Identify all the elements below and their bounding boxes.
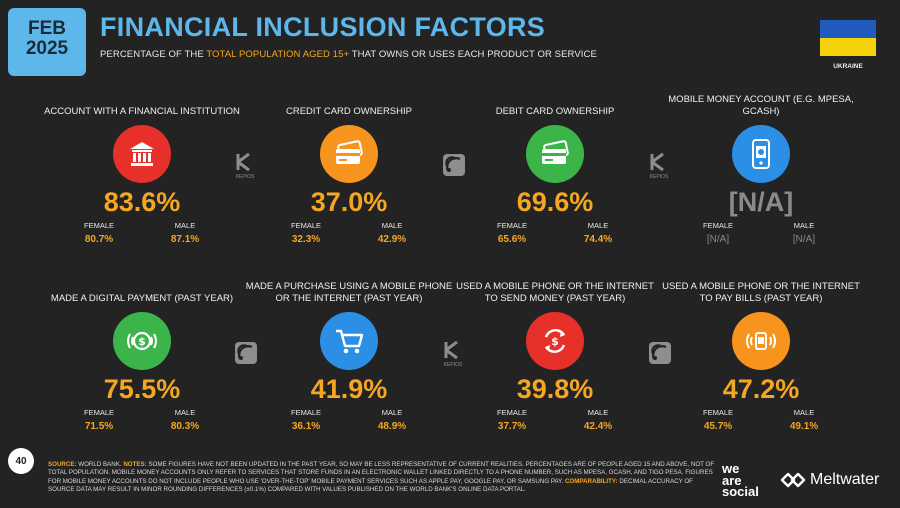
metric-send-money: USED A MOBILE PHONE OR THE INTERNET TO S… [450, 280, 660, 432]
female-value: 36.1% [291, 420, 321, 432]
metric-label: USED A MOBILE PHONE OR THE INTERNET TO P… [662, 281, 860, 304]
bank-icon [113, 125, 171, 183]
metric-total-value: 69.6% [516, 187, 594, 217]
meltwater-mark-icon [780, 472, 806, 488]
kepios-watermark-icon: KEPIOS [441, 340, 465, 368]
svg-text:$: $ [138, 335, 146, 348]
gender-breakdown: FEMALE 80.7% MALE 87.1% [37, 221, 247, 245]
male-label: MALE [174, 407, 196, 417]
female-value: 32.3% [291, 233, 321, 245]
male-label: MALE [587, 407, 609, 417]
credit-card-icon [320, 125, 378, 183]
svg-text:$: $ [551, 335, 559, 348]
flag-top-band [820, 20, 876, 38]
metric-total-value: [N/A] [728, 187, 794, 217]
male-value: 42.4% [583, 420, 613, 432]
female-label: FEMALE [83, 220, 114, 230]
male-label: MALE [587, 220, 609, 230]
metric-label: ACCOUNT WITH A FINANCIAL INSTITUTION [44, 105, 240, 117]
send-money-icon: $ [526, 312, 584, 370]
female-label: FEMALE [496, 407, 527, 417]
gender-breakdown: FEMALE 36.1% MALE 48.9% [244, 408, 454, 432]
female-label: FEMALE [83, 407, 114, 417]
wearesocial-watermark-icon [441, 152, 467, 183]
date-year: 2025 [25, 37, 69, 59]
female-value: 37.7% [497, 420, 527, 432]
country-label: UKRAINE [833, 63, 863, 70]
female-label: FEMALE [702, 220, 733, 230]
metric-total-value: 39.8% [516, 374, 594, 404]
pay-bills-icon [732, 312, 790, 370]
metric-digital-payment: MADE A DIGITAL PAYMENT (PAST YEAR) $ 75.… [37, 280, 247, 432]
we-are-social-logo: we are social [722, 461, 759, 500]
meltwater-logo: Meltwater [780, 471, 879, 489]
digital-payment-icon: $ [113, 312, 171, 370]
kepios-watermark-icon: KEPIOS [233, 152, 257, 180]
male-label: MALE [174, 220, 196, 230]
gender-breakdown: FEMALE [N/A] MALE [N/A] [656, 221, 866, 245]
date-badge: FEB 2025 [8, 8, 86, 76]
page-subtitle: PERCENTAGE OF THE TOTAL POPULATION AGED … [100, 49, 597, 60]
metric-label: USED A MOBILE PHONE OR THE INTERNET TO S… [456, 281, 654, 304]
gender-breakdown: FEMALE 65.6% MALE 74.4% [450, 221, 660, 245]
page-number: 40 [8, 448, 34, 474]
female-value: 45.7% [703, 420, 733, 432]
male-value: 87.1% [170, 233, 200, 245]
metric-total-value: 37.0% [310, 187, 388, 217]
metric-mobile-money-account: MOBILE MONEY ACCOUNT (E.G. MPESA, GCASH)… [656, 93, 866, 245]
female-label: FEMALE [496, 220, 527, 230]
metric-debit-card-ownership: DEBIT CARD OWNERSHIP 69.6% FEMALE 65.6% M… [450, 93, 660, 245]
male-label: MALE [793, 220, 815, 230]
debit-card-icon [526, 125, 584, 183]
male-label: MALE [381, 407, 403, 417]
metric-total-value: 83.6% [103, 187, 181, 217]
metric-account-financial-institution: ACCOUNT WITH A FINANCIAL INSTITUTION 83.… [37, 93, 247, 245]
metric-label: MOBILE MONEY ACCOUNT (E.G. MPESA, GCASH) [668, 94, 854, 117]
female-label: FEMALE [290, 407, 321, 417]
shopping-cart-icon [320, 312, 378, 370]
male-label: MALE [381, 220, 403, 230]
footnote: SOURCE: WORLD BANK. NOTES: SOME FIGURES … [48, 461, 715, 494]
ukraine-flag-icon [820, 20, 876, 56]
flag-bottom-band [820, 38, 876, 56]
page-title: FINANCIAL INCLUSION FACTORS [100, 12, 546, 42]
male-label: MALE [793, 407, 815, 417]
female-label: FEMALE [290, 220, 321, 230]
metric-total-value: 75.5% [103, 374, 181, 404]
metric-credit-card-ownership: CREDIT CARD OWNERSHIP 37.0% FEMALE 32.3% … [244, 93, 454, 245]
date-month: FEB [28, 18, 66, 39]
metric-label: CREDIT CARD OWNERSHIP [286, 105, 412, 117]
female-value: 80.7% [84, 233, 114, 245]
male-value: 74.4% [583, 233, 613, 245]
male-value: 48.9% [377, 420, 407, 432]
metric-pay-bills: USED A MOBILE PHONE OR THE INTERNET TO P… [656, 280, 866, 432]
gender-breakdown: FEMALE 32.3% MALE 42.9% [244, 221, 454, 245]
metric-label: MADE A DIGITAL PAYMENT (PAST YEAR) [50, 292, 234, 304]
female-value: 65.6% [497, 233, 527, 245]
male-value: [N/A] [792, 233, 816, 245]
male-value: 80.3% [170, 420, 200, 432]
metric-mobile-purchase: MADE A PURCHASE USING A MOBILE PHONE OR … [244, 280, 454, 432]
mobile-money-icon [732, 125, 790, 183]
metric-total-value: 47.2% [722, 374, 800, 404]
female-value: 71.5% [84, 420, 114, 432]
female-value: [N/A] [706, 233, 730, 245]
wearesocial-watermark-icon [647, 340, 673, 371]
gender-breakdown: FEMALE 45.7% MALE 49.1% [656, 408, 866, 432]
metric-total-value: 41.9% [310, 374, 388, 404]
male-value: 42.9% [377, 233, 407, 245]
female-label: FEMALE [702, 407, 733, 417]
metric-label: MADE A PURCHASE USING A MOBILE PHONE OR … [245, 281, 453, 304]
kepios-watermark-icon: KEPIOS [647, 152, 671, 180]
gender-breakdown: FEMALE 71.5% MALE 80.3% [37, 408, 247, 432]
gender-breakdown: FEMALE 37.7% MALE 42.4% [450, 408, 660, 432]
metric-label: DEBIT CARD OWNERSHIP [495, 105, 615, 117]
male-value: 49.1% [789, 420, 819, 432]
wearesocial-watermark-icon [233, 340, 259, 371]
